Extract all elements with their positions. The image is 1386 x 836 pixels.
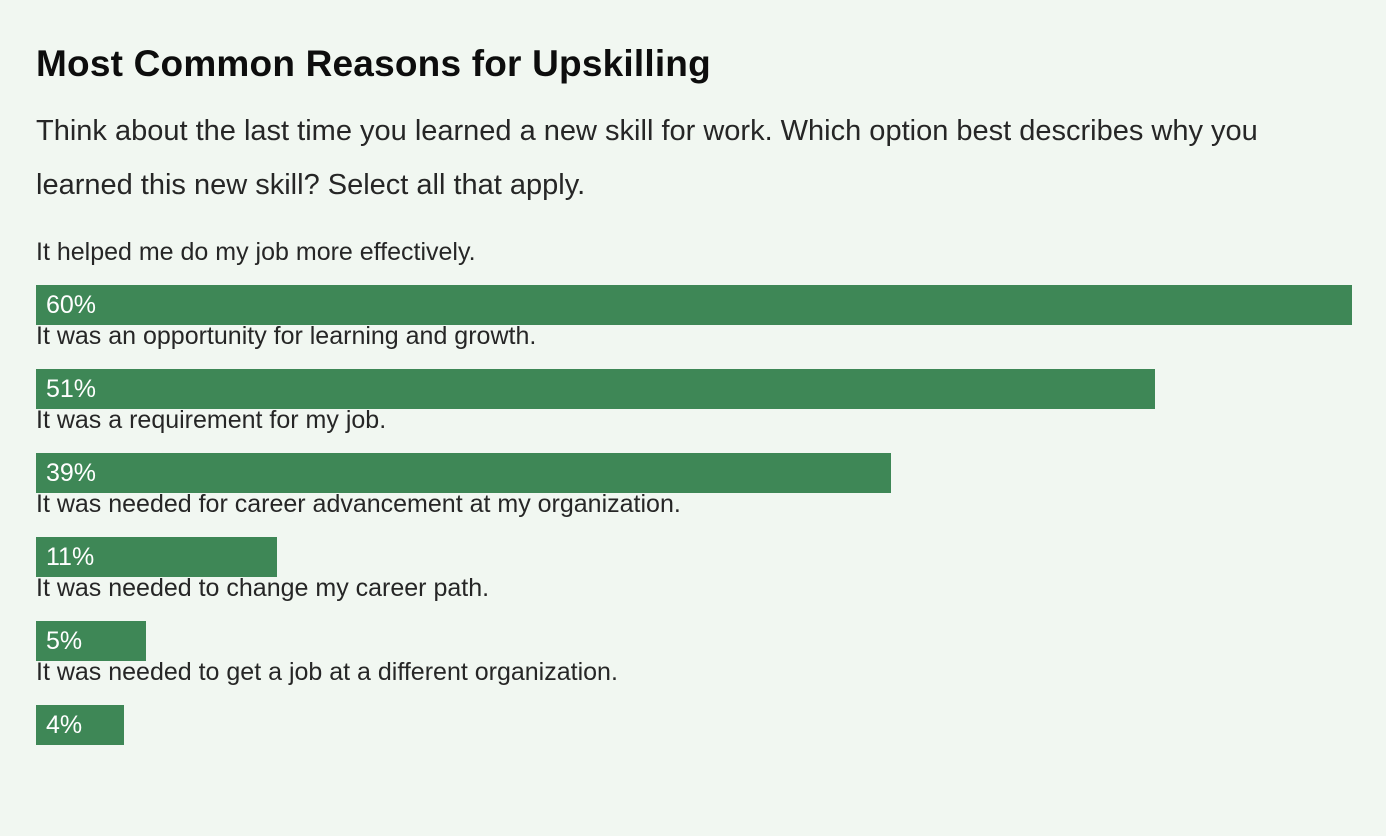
bar-row: It was needed for career advancement at … xyxy=(36,487,1352,579)
bar: 60% xyxy=(36,285,1352,325)
bar: 51% xyxy=(36,369,1155,409)
bar-track: 60% xyxy=(36,285,1352,325)
category-label: It was needed for career advancement at … xyxy=(36,490,681,518)
category-label: It was needed to get a job at a differen… xyxy=(36,658,618,686)
chart-subtitle: Think about the last time you learned a … xyxy=(36,115,1258,201)
category-label: It was a requirement for my job. xyxy=(36,406,387,434)
bar-value-label: 11% xyxy=(46,543,95,571)
bar-value-label: 5% xyxy=(46,627,83,655)
bar-row: It was an opportunity for learning and g… xyxy=(36,319,1352,411)
bar-track: 4% xyxy=(36,705,1352,745)
bar-row: It was needed to change my career path. 5… xyxy=(36,571,1352,663)
bar-value-label: 51% xyxy=(46,375,97,403)
bar-value-label: 39% xyxy=(46,459,97,487)
bar-row: It helped me do my job more effectively.… xyxy=(36,235,1352,327)
bar-track: 51% xyxy=(36,369,1352,409)
bar-track: 11% xyxy=(36,537,1352,577)
bar: 4% xyxy=(36,705,124,745)
bar-row: It was needed to get a job at a differen… xyxy=(36,655,1352,747)
bar: 39% xyxy=(36,453,891,493)
bar-track: 5% xyxy=(36,621,1352,661)
category-label: It helped me do my job more effectively. xyxy=(36,238,476,266)
bar: 5% xyxy=(36,621,146,661)
chart-title: Most Common Reasons for Upskilling xyxy=(36,43,711,84)
bar-chart: It helped me do my job more effectively.… xyxy=(36,235,1352,747)
category-label: It was needed to change my career path. xyxy=(36,574,490,602)
bar: 11% xyxy=(36,537,277,577)
bar-value-label: 4% xyxy=(46,711,83,739)
bar-row: It was a requirement for my job. 39% xyxy=(36,403,1352,495)
bar-value-label: 60% xyxy=(46,291,97,319)
bar-track: 39% xyxy=(36,453,1352,493)
category-label: It was an opportunity for learning and g… xyxy=(36,322,537,350)
